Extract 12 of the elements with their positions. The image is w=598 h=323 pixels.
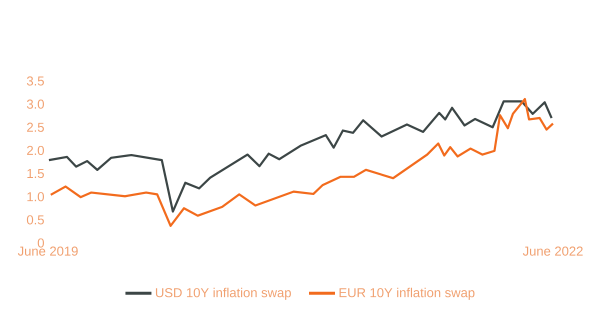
legend-label: EUR 10Y inflation swap	[340, 288, 474, 300]
y-tick-label: 1.0	[27, 192, 44, 202]
y-tick-label: 0	[38, 238, 44, 248]
y-tick-label: 3.5	[26, 76, 44, 86]
y-tick-label: 1.5	[27, 169, 44, 178]
x-tick-label: June 2019	[18, 246, 78, 256]
y-tick-label: 0.5	[26, 215, 44, 224]
x-tick-label: June 2022	[522, 246, 583, 256]
legend-label: USD 10Y inflation swap	[156, 288, 291, 300]
y-tick-label: 3.0	[26, 100, 44, 109]
y-tick-label: 2.5	[27, 122, 44, 132]
y-tick-label: 2.0	[27, 146, 44, 156]
